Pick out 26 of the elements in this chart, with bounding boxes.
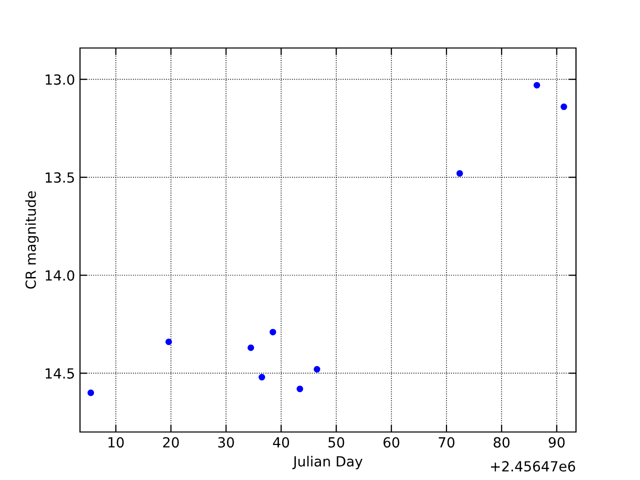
point (456, 170, 463, 177)
x-tick-label: 60 (384, 437, 400, 448)
x-tick-label: 50 (328, 437, 344, 448)
x-tick-label: 30 (218, 437, 234, 448)
x-tick-label: 80 (494, 437, 510, 448)
y-tick-label: 13.5 (46, 172, 74, 183)
y-tick-label: 14.5 (46, 368, 74, 379)
y-tick-label: 13.0 (46, 74, 74, 85)
x-tick-label: 20 (163, 437, 179, 448)
y-tick-label: 14.0 (46, 270, 74, 281)
point (270, 328, 276, 336)
point (560, 104, 568, 110)
point (248, 344, 254, 352)
point (258, 374, 266, 380)
point (534, 82, 540, 88)
point (88, 390, 94, 396)
x-tick-label: 70 (438, 437, 454, 448)
x-tick-label: 90 (548, 437, 565, 448)
point (314, 366, 320, 373)
x-tick-label: 40 (273, 437, 290, 448)
x-axis-title: Julian Day (292, 456, 362, 470)
point (165, 338, 172, 346)
x-tick-label: 10 (108, 437, 124, 448)
point (296, 386, 304, 392)
text: +2.45647e6 (491, 461, 576, 472)
y-axis-title: CR magnitude (25, 191, 39, 289)
